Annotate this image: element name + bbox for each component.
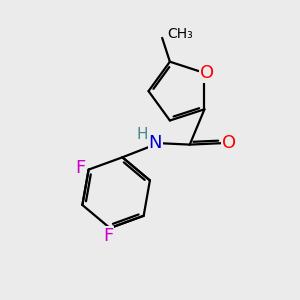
Text: N: N: [148, 134, 162, 152]
Text: F: F: [103, 227, 114, 245]
Text: F: F: [75, 159, 85, 177]
Text: H: H: [137, 127, 148, 142]
Text: O: O: [221, 134, 236, 152]
Text: CH₃: CH₃: [167, 27, 193, 41]
Text: O: O: [200, 64, 214, 82]
